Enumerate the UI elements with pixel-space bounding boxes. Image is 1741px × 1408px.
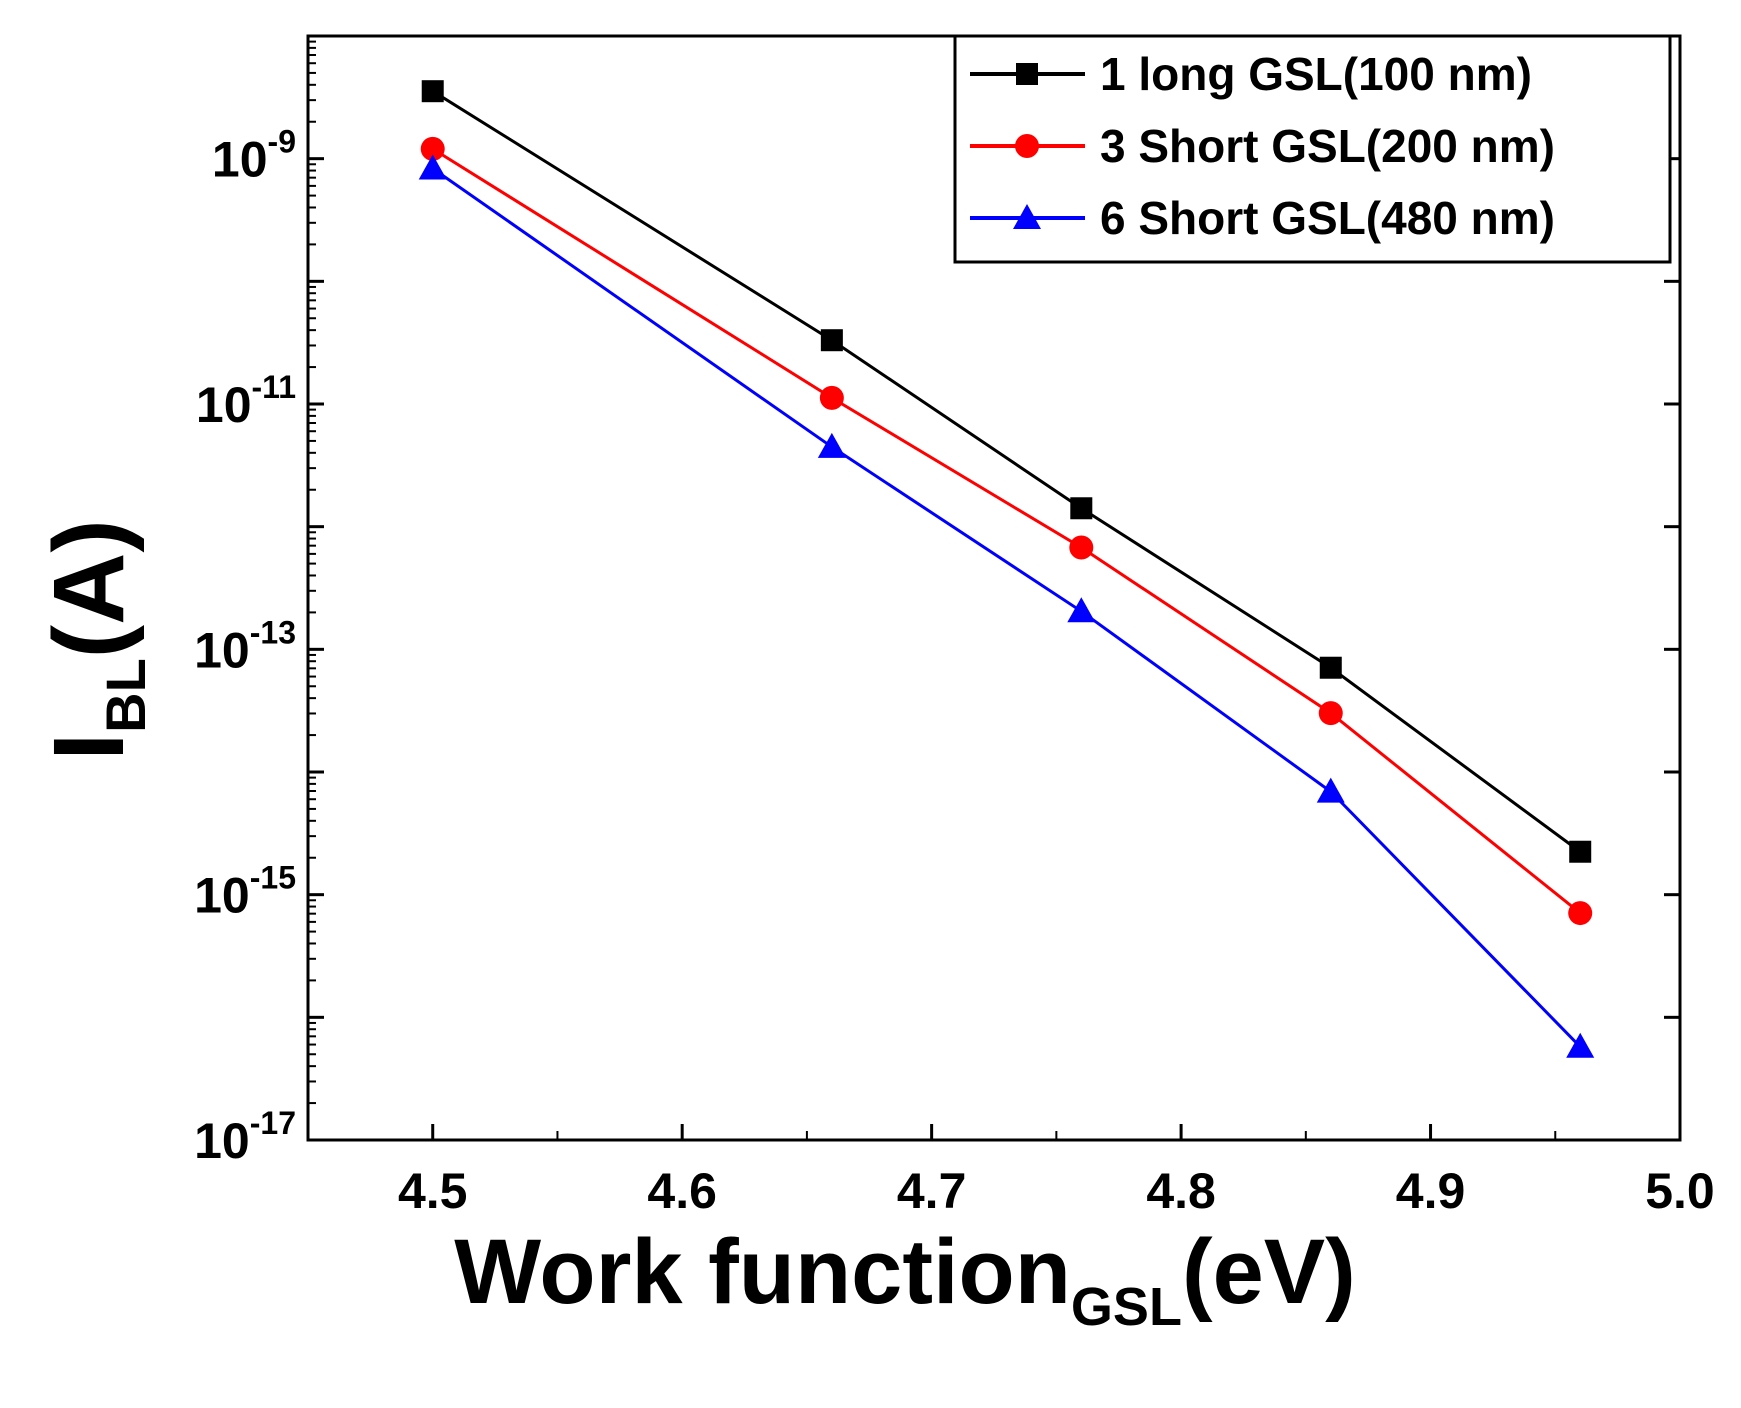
x-tick-label: 4.6 (647, 1163, 717, 1219)
y-axis-title-unit: (A) (33, 519, 145, 658)
y-tick-exponent: -11 (252, 369, 296, 405)
y-axis-title-sub: BL (94, 658, 157, 733)
data-point (1566, 1032, 1595, 1058)
x-axis-title: Work functionGSL(eV) (454, 1221, 1356, 1337)
series-group (418, 80, 1595, 1058)
series-3 (418, 154, 1595, 1058)
data-point (1319, 656, 1342, 679)
legend: 1 long GSL(100 nm) 3 Short GSL(200 nm) 6 S… (953, 34, 1672, 264)
data-point (819, 385, 844, 410)
x-tick-label: 5.0 (1645, 1163, 1715, 1219)
series-1 (421, 80, 1592, 863)
x-tick-label: 4.7 (897, 1163, 967, 1219)
data-point (1568, 901, 1593, 926)
legend-label: 3 Short GSL(200 nm) (1100, 120, 1555, 172)
x-tick-labels: 4.5 4.6 4.7 4.8 4.9 5.0 (398, 1163, 1715, 1219)
x-tick-label: 4.5 (398, 1163, 468, 1219)
legend-marker (1016, 63, 1038, 85)
x-axis-title-main: Work function (454, 1221, 1071, 1323)
x-axis-title-sub: GSL (1071, 1277, 1182, 1337)
y-axis-title: IBL(A) (33, 519, 157, 760)
x-tick-label: 4.9 (1396, 1163, 1466, 1219)
y-tick-exponent: -15 (250, 860, 296, 896)
legend-entry-2: 3 Short GSL(200 nm) (970, 120, 1555, 172)
data-point (420, 136, 445, 161)
y-tick-label: 10-9 (212, 124, 296, 188)
x-tick-label: 4.8 (1146, 1163, 1216, 1219)
data-point (421, 80, 444, 103)
legend-entry-1: 1 long GSL(100 nm) (970, 48, 1532, 100)
data-point (1316, 777, 1345, 803)
y-tick-label: 10-17 (194, 1105, 296, 1169)
data-point (817, 432, 846, 458)
data-point (1070, 497, 1093, 520)
y-tick-base: 10 (212, 132, 268, 188)
y-tick-label: 10-11 (196, 369, 296, 433)
y-tick-label: 10-13 (194, 614, 296, 678)
legend-label: 1 long GSL(100 nm) (1100, 48, 1532, 100)
y-tick-base: 10 (196, 377, 252, 433)
legend-entry-3: 6 Short GSL(480 nm) (970, 192, 1555, 244)
y-tick-label: 10-15 (194, 860, 296, 924)
data-point (1318, 701, 1343, 726)
y-tick-base: 10 (194, 1113, 250, 1169)
data-point (820, 329, 843, 352)
data-point (1569, 840, 1592, 863)
y-tick-exponent: -9 (268, 124, 296, 160)
legend-marker (1013, 204, 1041, 229)
data-point (418, 154, 447, 180)
y-tick-exponent: -17 (250, 1105, 296, 1141)
x-axis-title-unit: (eV) (1182, 1221, 1356, 1323)
series-2 (420, 136, 1593, 926)
y-tick-exponent: -13 (250, 614, 296, 650)
y-tick-base: 10 (194, 868, 250, 924)
legend-marker (1015, 134, 1039, 158)
y-tick-base: 10 (194, 622, 250, 678)
legend-label: 6 Short GSL(480 nm) (1100, 192, 1555, 244)
data-point (1067, 597, 1096, 623)
y-axis-title-main: I (33, 733, 145, 761)
data-point (1069, 535, 1094, 560)
